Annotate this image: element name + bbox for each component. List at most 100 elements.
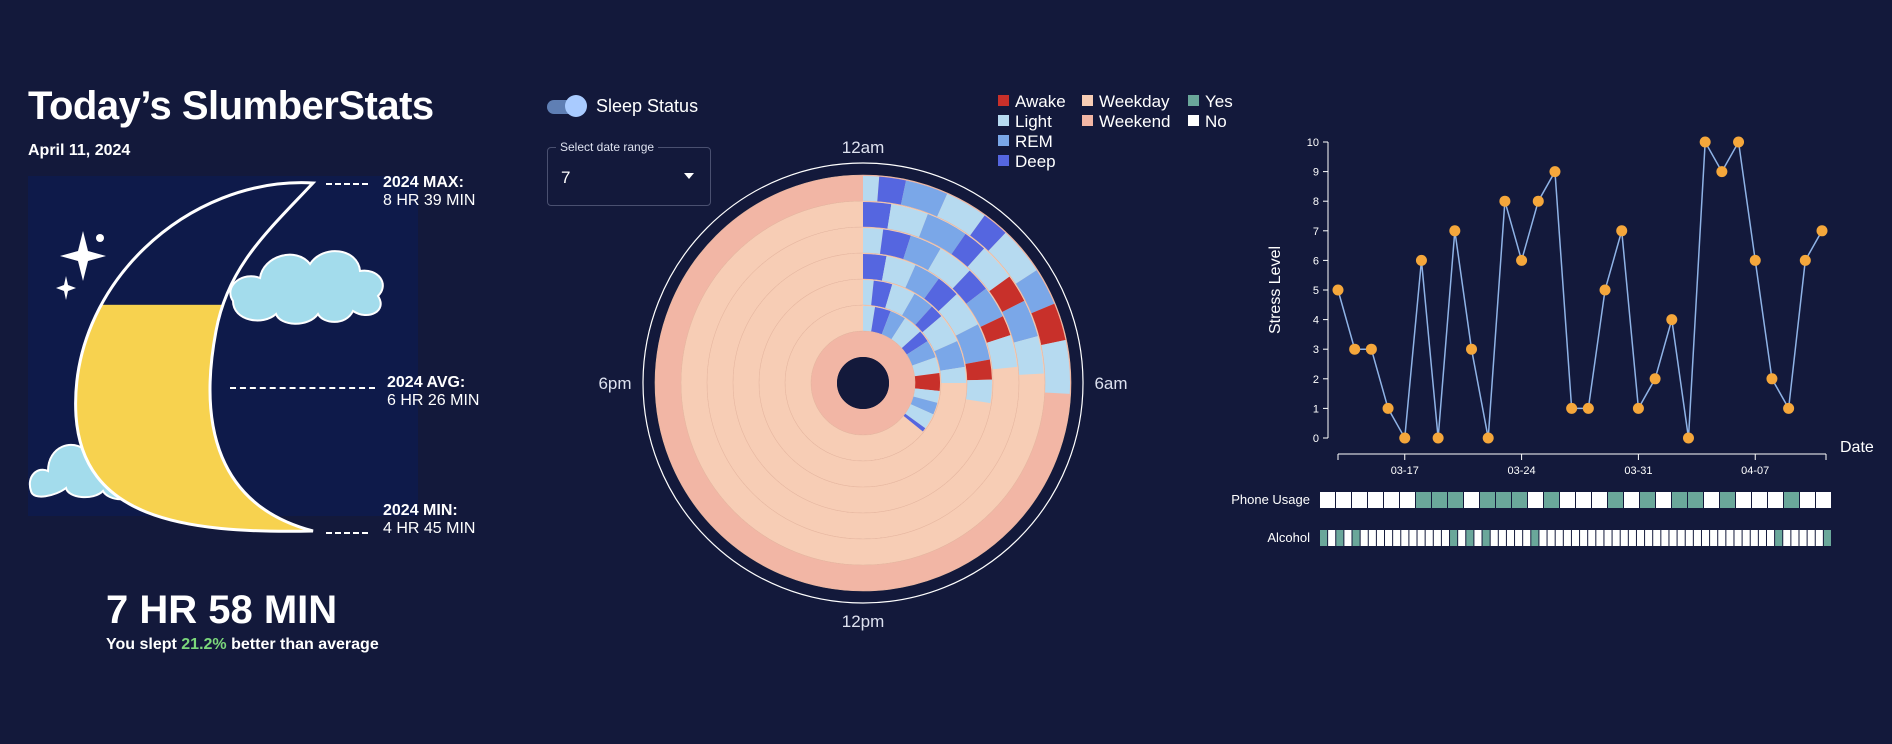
avg-dash: [230, 387, 375, 389]
stress-point: [1616, 225, 1628, 237]
strip-cell: [1360, 530, 1368, 546]
sleep-segment-light: [1013, 336, 1044, 375]
strip-cell: [1539, 530, 1547, 546]
strip-cell: [1320, 492, 1335, 508]
comparison-percent: 21.2%: [181, 636, 227, 653]
legend-label: Deep: [1015, 152, 1056, 171]
chevron-down-icon[interactable]: [684, 173, 694, 179]
sleep-segment-light: [967, 248, 1010, 292]
strip-cell: [1736, 492, 1751, 508]
stress-point: [1682, 432, 1694, 444]
sleep-segment-deep: [863, 254, 887, 281]
stress-point: [1816, 225, 1828, 237]
weekday-swatch: [1082, 95, 1093, 107]
strip-cell: [1720, 492, 1735, 508]
strip-cell: [1528, 492, 1543, 508]
y-tick-label: 1: [1313, 403, 1319, 415]
strip-cell: [1576, 492, 1591, 508]
strip-cell: [1701, 530, 1710, 546]
sleep-segment-deep: [952, 270, 986, 304]
legend-label: Yes: [1205, 92, 1233, 111]
sleep-segment-light: [881, 256, 916, 288]
clock-ring: [642, 162, 1084, 604]
strip-cell: [1624, 492, 1639, 508]
strip-cell: [1571, 530, 1580, 546]
clock-label: 6am: [1094, 374, 1127, 393]
sleep-segment-deep: [877, 176, 907, 205]
strip-cell: [1425, 530, 1433, 546]
sleep-segment-light: [928, 248, 970, 289]
strip-cell: [1604, 530, 1612, 546]
strip-cell: [1498, 530, 1506, 546]
sleep-segment-deep: [915, 306, 942, 333]
sleep-segment-rem: [918, 214, 966, 255]
comparison-prefix: You slept: [106, 636, 177, 653]
strip-cell: [1352, 530, 1360, 546]
strip-cell: [1688, 492, 1703, 508]
stress-line-chart: 0 1 2 3 4 5 6 7 8 9 10 Stress Level 03-17 03-24 03-31 0…: [1267, 136, 1874, 476]
sleep-segment-deep: [951, 233, 985, 268]
stress-point: [1532, 195, 1544, 207]
sleep-segment-rem: [903, 235, 941, 271]
legend-item-no: No: [1188, 112, 1233, 132]
strip-cell: [1791, 530, 1799, 546]
stress-point: [1699, 136, 1711, 148]
ring-divider: [758, 278, 968, 488]
sleep-segment-deep: [871, 306, 891, 335]
strip-cell: [1608, 492, 1623, 508]
star-dot-icon: [96, 234, 104, 242]
sleep-status-toggle[interactable]: [547, 95, 587, 117]
legend-item-light: Light: [998, 112, 1066, 132]
strip-cell: [1596, 530, 1604, 546]
strip-cell: [1656, 492, 1671, 508]
strip-cell: [1620, 530, 1628, 546]
sleep-segment-deep: [924, 278, 957, 312]
strip-cell: [1560, 492, 1575, 508]
stress-point: [1482, 432, 1494, 444]
sleep-segment-light: [986, 335, 1018, 370]
sleep-segment-light: [937, 193, 985, 236]
strip-cell: [1466, 530, 1474, 546]
light-swatch: [998, 115, 1009, 127]
strip-cell: [1458, 530, 1466, 546]
y-tick-label: 3: [1313, 344, 1319, 356]
strip-cell: [1628, 530, 1636, 546]
stress-point: [1332, 284, 1344, 296]
stress-point: [1649, 373, 1661, 385]
sleep-segment-rem: [902, 293, 932, 326]
stress-point: [1666, 314, 1678, 326]
sleep-segment-light: [891, 318, 921, 349]
day-ring: [811, 331, 915, 435]
legend-stages: Awake Light REM Deep: [998, 92, 1066, 172]
legend-days: Weekday Weekend: [1082, 92, 1171, 132]
legend-item-yes: Yes: [1188, 92, 1233, 112]
strip-cell: [1800, 492, 1815, 508]
strip-cell: [1815, 530, 1823, 546]
strip-cell: [1640, 492, 1655, 508]
ring-divider: [654, 174, 1072, 592]
strip-cell: [1474, 530, 1482, 546]
x-tick-label: 03-31: [1624, 465, 1652, 476]
sleep-segment-light: [863, 306, 876, 332]
strip-cell: [1448, 492, 1463, 508]
strip-cell: [1710, 530, 1718, 546]
y-tick-label: 9: [1313, 167, 1319, 179]
stress-point: [1432, 432, 1444, 444]
strip-cell: [1547, 530, 1555, 546]
clock-label: 12am: [842, 138, 885, 157]
strip-cell: [1669, 530, 1677, 546]
strip-cell: [1612, 530, 1620, 546]
strip-cell: [1352, 492, 1367, 508]
weekend-swatch: [1082, 115, 1093, 127]
sleep-segment-awake: [989, 276, 1025, 313]
sleep-segment-light: [887, 204, 928, 238]
page-title: Today’s SlumberStats: [28, 84, 434, 128]
strip-cell: [1766, 530, 1775, 546]
ring-divider: [706, 226, 1020, 540]
stress-point: [1399, 432, 1411, 444]
star-icon: [60, 231, 106, 281]
stress-point: [1449, 225, 1461, 237]
strip-cell: [1344, 530, 1352, 546]
sleep-segment-light: [863, 228, 884, 255]
deep-swatch: [998, 155, 1009, 167]
